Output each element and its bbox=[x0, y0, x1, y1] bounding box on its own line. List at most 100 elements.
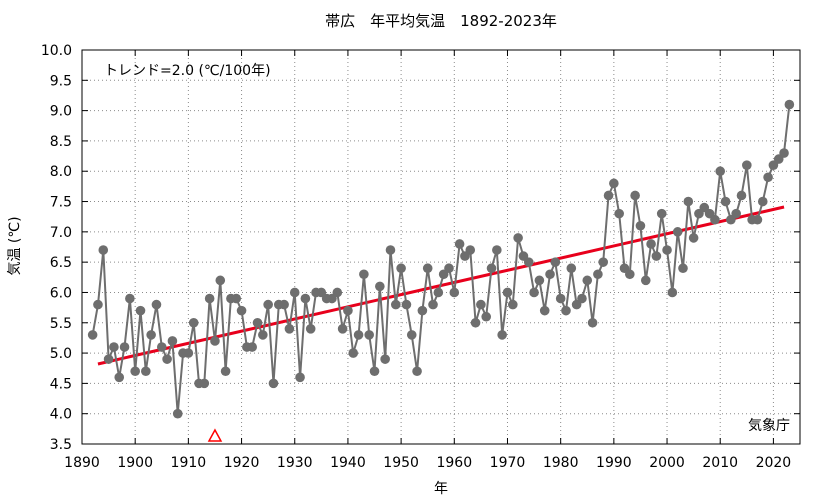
data-point bbox=[593, 269, 603, 280]
data-point bbox=[672, 227, 683, 237]
data-point bbox=[523, 257, 534, 267]
y-tick-label: 4.5 bbox=[50, 376, 72, 392]
x-tick-label: 1920 bbox=[224, 455, 260, 471]
data-point bbox=[343, 305, 353, 316]
y-tick-label: 8.5 bbox=[50, 134, 72, 150]
x-axis-ticks: 1890 1900 1910 1920 1930 1940 1950 1960 1970 1980… bbox=[64, 50, 791, 471]
data-point bbox=[710, 214, 720, 225]
data-point bbox=[353, 330, 364, 340]
data-point bbox=[508, 299, 518, 310]
data-point bbox=[656, 208, 667, 219]
x-tick-label: 1960 bbox=[436, 455, 472, 471]
y-tick-label: 9.5 bbox=[50, 73, 72, 89]
data-point bbox=[125, 293, 135, 304]
data-point bbox=[662, 245, 672, 255]
data-point bbox=[561, 305, 571, 316]
data-point bbox=[449, 287, 460, 298]
data-point bbox=[683, 196, 694, 207]
data-point bbox=[167, 336, 178, 346]
data-point bbox=[412, 366, 422, 377]
data-point bbox=[364, 330, 375, 340]
data-point bbox=[263, 299, 273, 310]
x-tick-label: 2020 bbox=[756, 455, 792, 471]
plot-frame bbox=[81, 49, 801, 445]
data-point bbox=[109, 342, 119, 352]
x-tick-label: 1980 bbox=[543, 455, 579, 471]
data-point bbox=[587, 317, 598, 328]
x-axis-label: 年 bbox=[434, 481, 448, 497]
x-tick-label: 1890 bbox=[64, 455, 100, 471]
data-point bbox=[757, 196, 768, 207]
data-point bbox=[247, 342, 257, 352]
data-point bbox=[566, 263, 577, 274]
data-point bbox=[348, 348, 359, 358]
data-point bbox=[156, 342, 167, 352]
data-point bbox=[555, 293, 566, 304]
data-point bbox=[385, 245, 396, 255]
data-point bbox=[646, 239, 656, 249]
data-point bbox=[444, 263, 454, 274]
data-point bbox=[204, 293, 215, 304]
data-point bbox=[625, 269, 635, 280]
data-point bbox=[199, 378, 210, 389]
y-tick-label: 7.0 bbox=[50, 225, 72, 241]
data-point bbox=[465, 245, 476, 255]
source-label: 気象庁 bbox=[748, 418, 790, 434]
data-point bbox=[534, 275, 545, 286]
data-point bbox=[305, 324, 316, 334]
data-point bbox=[651, 251, 662, 261]
y-tick-label: 5.5 bbox=[50, 316, 72, 332]
data-point bbox=[502, 287, 513, 298]
data-point bbox=[577, 293, 587, 304]
data-point bbox=[279, 299, 289, 310]
data-point bbox=[252, 317, 263, 328]
series-line bbox=[91, 104, 791, 414]
data-point bbox=[231, 293, 242, 304]
x-tick-label: 1900 bbox=[117, 455, 153, 471]
y-tick-label: 6.0 bbox=[50, 285, 72, 301]
y-tick-label: 8.0 bbox=[50, 164, 72, 180]
y-axis-ticks: 3.5 4.0 4.5 5.0 5.5 6.0 6.5 7.0 7.5 8.0 8.5 9.0 9.5 1… bbox=[41, 43, 800, 453]
data-point bbox=[470, 317, 481, 328]
data-point bbox=[529, 287, 539, 298]
data-point bbox=[188, 317, 199, 328]
data-point bbox=[151, 299, 162, 310]
data-point bbox=[454, 239, 465, 249]
x-tick-label: 1970 bbox=[490, 455, 526, 471]
data-point bbox=[162, 354, 172, 364]
data-point bbox=[337, 324, 348, 334]
x-tick-label: 2000 bbox=[649, 455, 685, 471]
data-point bbox=[369, 366, 380, 377]
data-point bbox=[614, 208, 624, 219]
data-point bbox=[135, 305, 146, 316]
data-point bbox=[763, 172, 773, 183]
data-point bbox=[582, 275, 593, 286]
data-point bbox=[183, 348, 194, 358]
data-point bbox=[720, 196, 731, 207]
data-point bbox=[497, 330, 507, 340]
data-point bbox=[289, 287, 300, 298]
data-point bbox=[93, 299, 103, 310]
y-tick-label: 9.0 bbox=[50, 104, 72, 120]
x-tick-label: 1910 bbox=[171, 455, 207, 471]
y-tick-label: 6.5 bbox=[50, 255, 72, 271]
data-point bbox=[172, 408, 183, 419]
data-point bbox=[545, 269, 555, 280]
data-point bbox=[98, 245, 109, 255]
x-tick-label: 1950 bbox=[383, 455, 419, 471]
data-point bbox=[486, 263, 497, 274]
x-tick-label: 2010 bbox=[702, 455, 738, 471]
data-point bbox=[268, 378, 279, 389]
data-point bbox=[736, 190, 747, 201]
data-point bbox=[390, 299, 401, 310]
data-point bbox=[359, 269, 369, 280]
data-point bbox=[87, 330, 98, 340]
data-point bbox=[678, 263, 688, 274]
data-point bbox=[146, 330, 156, 340]
data-point bbox=[300, 293, 311, 304]
data-point bbox=[630, 190, 640, 201]
data-point bbox=[406, 330, 417, 340]
data-point bbox=[114, 372, 125, 383]
